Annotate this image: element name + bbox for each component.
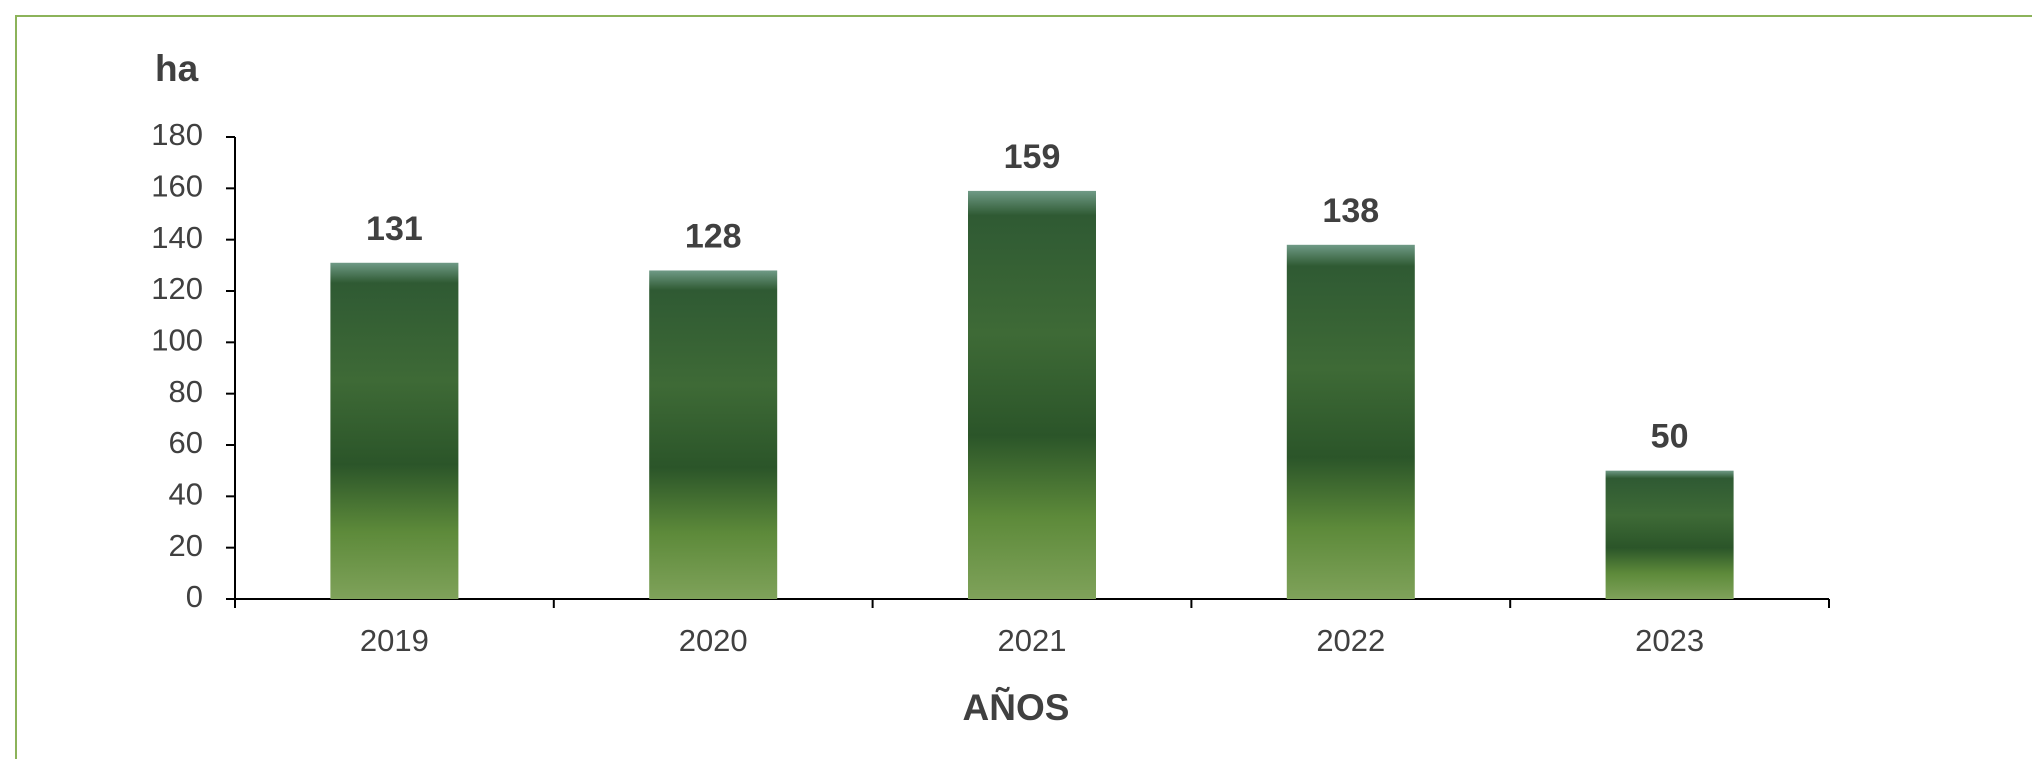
data-label: 128 [685,217,742,255]
bar [968,190,1096,599]
y-tick-label: 100 [151,323,203,358]
data-label: 131 [366,210,423,248]
x-tick-label: 2020 [679,623,748,658]
y-tick-label: 80 [169,374,203,409]
x-tick-label: 2022 [1316,623,1385,658]
bar [330,262,459,599]
y-tick-label: 120 [151,271,203,306]
y-tick-label: 180 [151,117,203,152]
data-label: 138 [1322,192,1379,230]
bar [1286,244,1415,600]
data-label: 50 [1651,418,1689,456]
y-axis-title: ha [155,48,199,89]
x-axis-title: AÑOS [963,686,1070,728]
frame [15,15,2032,759]
x-tick-label: 2019 [360,623,429,658]
y-tick-label: 140 [151,220,203,255]
data-label: 159 [1004,138,1061,176]
bar [1605,470,1734,599]
y-tick-label: 160 [151,169,203,204]
x-tick-label: 2021 [998,623,1067,658]
x-tick-label: 2023 [1635,623,1704,658]
y-tick-label: 60 [169,425,203,460]
y-tick-label: 40 [169,477,203,512]
bar [649,270,778,599]
y-tick-label: 0 [186,579,203,614]
y-tick-label: 20 [169,528,203,563]
